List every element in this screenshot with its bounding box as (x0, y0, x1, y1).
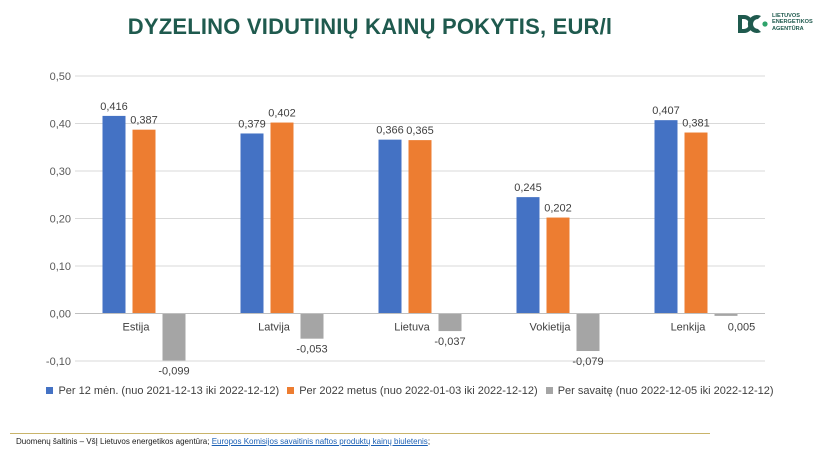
legend-item: Per 12 mėn. (nuo 2021-12-13 iki 2022-12-… (46, 385, 279, 397)
y-tick-label: 0,40 (50, 119, 71, 131)
agency-logo-icon (738, 15, 768, 33)
bar (132, 129, 156, 314)
data-label: 0,402 (268, 108, 296, 120)
data-label: 0,202 (544, 203, 572, 215)
y-tick-label: 0,20 (50, 214, 71, 226)
category-label: Vokietija (530, 322, 572, 334)
category-label: Lietuva (394, 322, 430, 334)
data-label: 0,381 (682, 118, 710, 130)
category-label: Lenkija (671, 322, 707, 334)
agency-logo: LIETUVOS ENERGETIKOS AGENTŪRA (735, 10, 815, 40)
legend-label: Per 2022 metus (nuo 2022-01-03 iki 2022-… (299, 385, 538, 397)
data-label: -0,079 (572, 356, 603, 368)
data-label: 0,366 (376, 125, 404, 137)
data-label: 0,005 (728, 322, 756, 334)
data-label: 0,407 (652, 105, 680, 117)
y-tick-label: 0,00 (50, 309, 71, 321)
source-link[interactable]: Europos Komisijos savaitinis naftos prod… (211, 437, 428, 446)
data-label: 0,379 (238, 118, 266, 130)
bar (378, 139, 402, 314)
data-label: -0,053 (296, 344, 327, 356)
data-label: 0,365 (406, 125, 434, 137)
bar (576, 313, 600, 352)
y-tick-label: -0,10 (46, 356, 71, 368)
bar (102, 115, 126, 314)
legend-swatch (46, 387, 54, 394)
legend-label: Per 12 mėn. (nuo 2021-12-13 iki 2022-12-… (58, 385, 280, 397)
category-label: Latvija (258, 322, 291, 334)
chart-title: DYZELINO VIDUTINIŲ KAINŲ POKYTIS, EUR/l (127, 14, 613, 39)
bar (270, 122, 294, 314)
category-label: Estija (123, 322, 151, 334)
source-suffix: ; (427, 437, 431, 446)
y-tick-label: 0,50 (50, 71, 71, 83)
data-label: 0,416 (100, 101, 128, 113)
bar (714, 313, 738, 316)
bar (516, 197, 540, 314)
legend-swatch (545, 387, 553, 394)
source-note: Duomenų šaltinis – VšĮ Lietuvos energeti… (16, 437, 430, 446)
y-tick-label: 0,10 (50, 261, 71, 273)
legend-swatch (287, 387, 295, 394)
bar (300, 313, 324, 339)
legend-item: Per savaitę (nuo 2022-12-05 iki 2022-12-… (545, 385, 774, 397)
data-label: 0,245 (514, 182, 542, 194)
legend-label: Per savaitę (nuo 2022-12-05 iki 2022-12-… (557, 385, 774, 397)
source-prefix: Duomenų šaltinis – VšĮ Lietuvos energeti… (16, 437, 210, 446)
agency-logo-text: LIETUVOS ENERGETIKOS AGENTŪRA (772, 13, 813, 32)
bar (654, 120, 678, 314)
legend-item: Per 2022 metus (nuo 2022-01-03 iki 2022-… (287, 385, 538, 397)
bar (408, 140, 432, 314)
chart-legend: Per 12 mėn. (nuo 2021-12-13 iki 2022-12-… (0, 385, 820, 397)
data-label: 0,387 (130, 115, 158, 127)
bar (438, 313, 462, 332)
y-tick-label: 0,30 (50, 166, 71, 178)
data-label: -0,099 (158, 366, 189, 378)
bar (240, 133, 264, 314)
bar (684, 132, 708, 314)
bar (162, 313, 186, 361)
bar (546, 217, 570, 314)
data-label: -0,037 (434, 336, 465, 348)
footer-divider (10, 433, 710, 434)
